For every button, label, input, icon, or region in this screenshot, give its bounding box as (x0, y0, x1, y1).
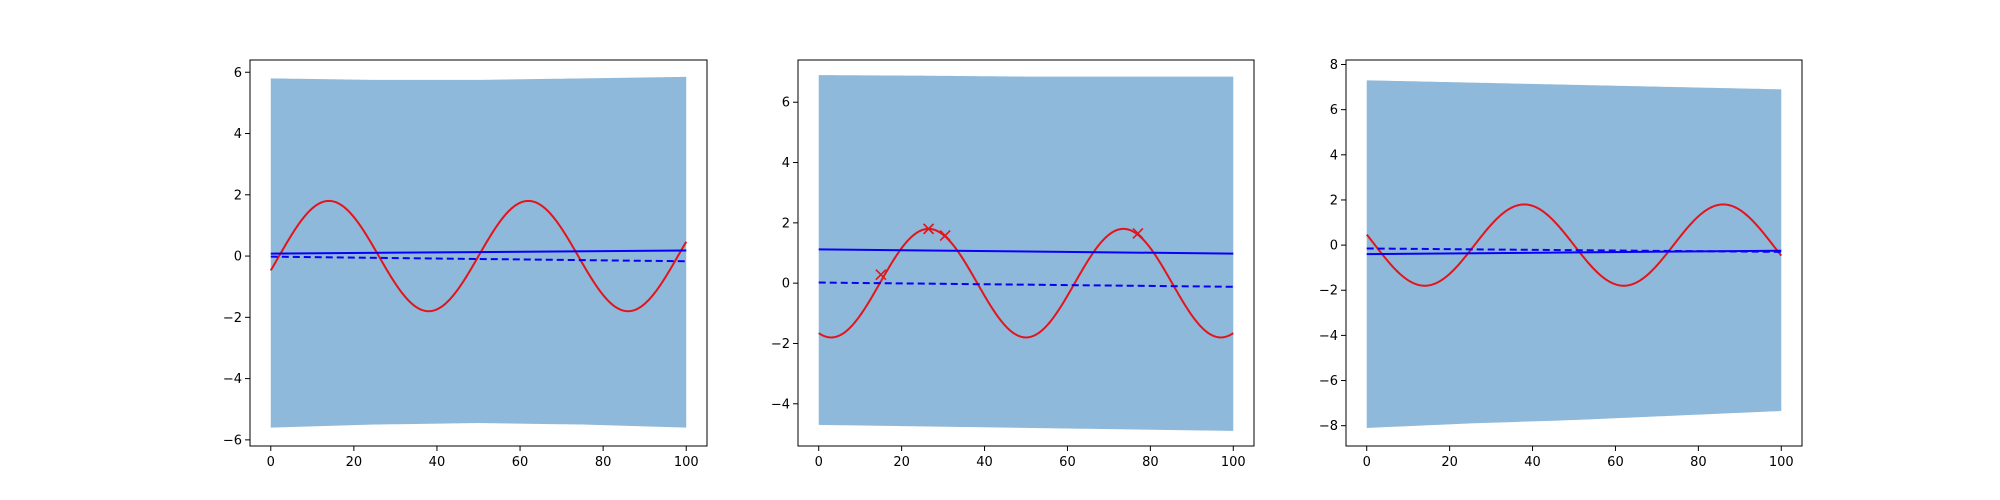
subplot-3: 0 20 40 60 80 100 −8 −6 −4 −2 0 2 4 6 8 (1319, 58, 1803, 470)
x-tick-label: 0 (267, 455, 275, 470)
y-tick-label: 0 (234, 250, 242, 265)
x-tick-label: 20 (1441, 455, 1458, 470)
dashed-line (270, 255, 687, 263)
y-tick-label: −2 (771, 337, 790, 352)
y-tick-label: 2 (782, 216, 790, 231)
y-tick-label: 6 (782, 96, 790, 111)
observation-marker (1132, 227, 1144, 239)
x-tick-label: 60 (1059, 455, 1076, 470)
x-tick-label: 40 (1524, 455, 1541, 470)
x-tick-label: 100 (1769, 455, 1794, 470)
x-tick-label: 40 (976, 455, 993, 470)
y-tick-label: 8 (1330, 58, 1338, 73)
x-tick-label: 60 (1607, 455, 1624, 470)
y-tick-label: −6 (1319, 374, 1338, 389)
true-function-curve (269, 199, 688, 313)
confidence-band (818, 75, 1234, 431)
plot-area (818, 75, 1234, 431)
x-tick-label: 100 (1221, 455, 1246, 470)
y-tick-label: 4 (1330, 148, 1338, 163)
x-tick-label: 20 (346, 455, 363, 470)
axes-frame (249, 59, 708, 447)
y-tick-label: 2 (1330, 193, 1338, 208)
solid-mean-line (270, 249, 687, 255)
true-function-curve (1365, 203, 1783, 287)
dashed-line (1366, 247, 1782, 253)
plot-area (269, 76, 688, 428)
y-tick-label: −2 (223, 311, 242, 326)
x-tick-label: 100 (674, 455, 699, 470)
y-tick-label: 4 (234, 127, 242, 142)
x-tick-label: 40 (429, 455, 446, 470)
observation-marker (875, 269, 887, 281)
solid-mean-line (818, 248, 1234, 255)
x-tick-label: 20 (893, 455, 910, 470)
y-tick-label: −2 (1319, 284, 1338, 299)
dashed-line (818, 281, 1234, 288)
subplot-2: 0 20 40 60 80 100 −4 −2 0 2 4 6 (771, 59, 1255, 470)
y-tick-label: −4 (223, 372, 242, 387)
x-tick-label: 60 (512, 455, 529, 470)
y-tick-label: −8 (1319, 419, 1338, 434)
true-function-curve (818, 227, 1234, 339)
y-tick-label: 2 (234, 188, 242, 203)
confidence-band (1366, 80, 1782, 428)
y-tick-label: 0 (1330, 239, 1338, 254)
y-tick-label: 4 (782, 156, 790, 171)
subplot-1: 0 20 40 60 80 100 −6 −4 −2 0 2 4 6 (223, 59, 708, 470)
y-tick-label: −6 (223, 433, 242, 448)
y-tick-label: 6 (234, 66, 242, 81)
x-tick-label: 80 (595, 455, 612, 470)
plot-area (1365, 80, 1783, 428)
y-tick-label: −4 (1319, 329, 1338, 344)
y-tick-label: 0 (782, 277, 790, 292)
y-tick-label: 6 (1330, 103, 1338, 118)
observation-marker (939, 229, 951, 242)
x-tick-label: 0 (815, 455, 823, 470)
x-tick-label: 80 (1142, 455, 1159, 470)
x-tick-label: 0 (1363, 455, 1371, 470)
x-tick-label: 80 (1690, 455, 1707, 470)
observation-marker (923, 223, 935, 235)
axes-frame (797, 59, 1255, 447)
axes-frame (1345, 59, 1803, 447)
y-tick-label: −4 (771, 397, 790, 412)
